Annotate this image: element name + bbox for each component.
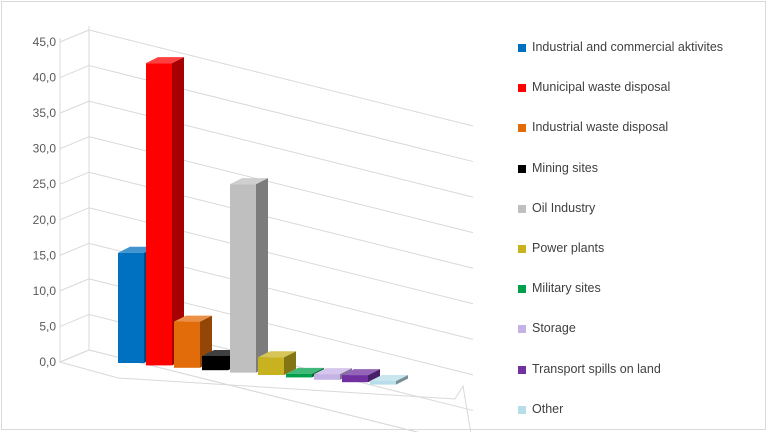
bar-side <box>396 375 408 385</box>
bar <box>174 315 212 368</box>
bar-front <box>118 252 144 363</box>
bar-side <box>172 57 184 366</box>
legend-swatch <box>518 124 526 133</box>
gridline-side <box>59 136 90 150</box>
legend-swatch <box>518 44 526 52</box>
legend-label: Oil Industry <box>532 200 596 215</box>
legend-swatch <box>518 325 526 334</box>
legend-label: Other <box>532 401 564 416</box>
y-tick-label: 10,0 <box>33 284 57 298</box>
bar-front <box>202 355 228 371</box>
legend-swatch <box>518 164 526 173</box>
bar <box>230 178 268 373</box>
bar-top <box>314 368 352 375</box>
chart-floor <box>58 349 472 432</box>
gridline-side <box>59 100 90 114</box>
legend-swatch <box>518 365 526 374</box>
bar-top <box>258 351 296 358</box>
legend-swatch <box>518 204 526 213</box>
bar-front <box>314 374 340 380</box>
bar-top <box>342 369 380 376</box>
legend-label: Power plants <box>532 241 605 255</box>
bar-front <box>370 381 396 385</box>
gridline-side <box>59 65 90 79</box>
legend-label: Mining sites <box>532 160 598 175</box>
legend-swatch <box>518 285 526 294</box>
bar-front <box>174 321 200 368</box>
legend-label: Industrial and commercial aktivites <box>532 40 724 54</box>
bar <box>146 57 184 366</box>
bar-front <box>342 375 368 383</box>
floor-outline <box>58 349 472 432</box>
gridline <box>88 29 474 127</box>
y-tick-label: 15,0 <box>33 248 57 262</box>
legend-label: Military sites <box>532 281 601 296</box>
y-tick-label: 20,0 <box>33 213 57 227</box>
bar-front <box>146 63 172 366</box>
y-tick-label: 30,0 <box>33 142 57 156</box>
bar-front <box>230 184 256 373</box>
legend-label: Storage <box>532 321 576 336</box>
bar-top <box>230 178 268 185</box>
bar-top <box>286 367 324 374</box>
bar <box>258 351 296 375</box>
y-tick-label: 0,0 <box>39 355 56 369</box>
legend-label: Industrial waste disposal <box>532 120 669 135</box>
gridline-side <box>59 278 90 292</box>
y-tick-label: 5,0 <box>39 319 56 333</box>
y-tick-label: 45,0 <box>33 35 57 49</box>
bar <box>370 375 408 385</box>
bar-side <box>284 351 296 375</box>
y-tick-label: 35,0 <box>33 106 57 120</box>
y-axis: 0,0 5,0 10,0 15,0 20,0 25,0 30,0 35,0 40,0 45,0 <box>33 35 57 369</box>
y-tick-label: 25,0 <box>33 177 57 191</box>
bar <box>342 369 380 383</box>
gridline-side <box>59 207 90 221</box>
gridline-side <box>59 171 90 185</box>
legend-swatch <box>518 405 526 414</box>
bar-top <box>146 57 184 64</box>
legend-swatch <box>518 245 526 253</box>
legend-label: Municipal waste disposal <box>532 80 671 95</box>
bar-front <box>286 373 312 378</box>
gridline-side <box>59 313 90 327</box>
bar-side <box>368 369 380 383</box>
y-tick-label: 40,0 <box>33 71 57 85</box>
legend-label: Transport spills on land <box>532 361 661 376</box>
legend-swatch <box>518 84 526 93</box>
bar-top <box>370 375 408 382</box>
gridline-side <box>59 29 90 43</box>
bar-side <box>256 178 268 373</box>
bar-front <box>258 357 284 375</box>
bars <box>118 57 408 385</box>
gridline-side <box>59 242 90 256</box>
bar-top <box>174 315 212 322</box>
